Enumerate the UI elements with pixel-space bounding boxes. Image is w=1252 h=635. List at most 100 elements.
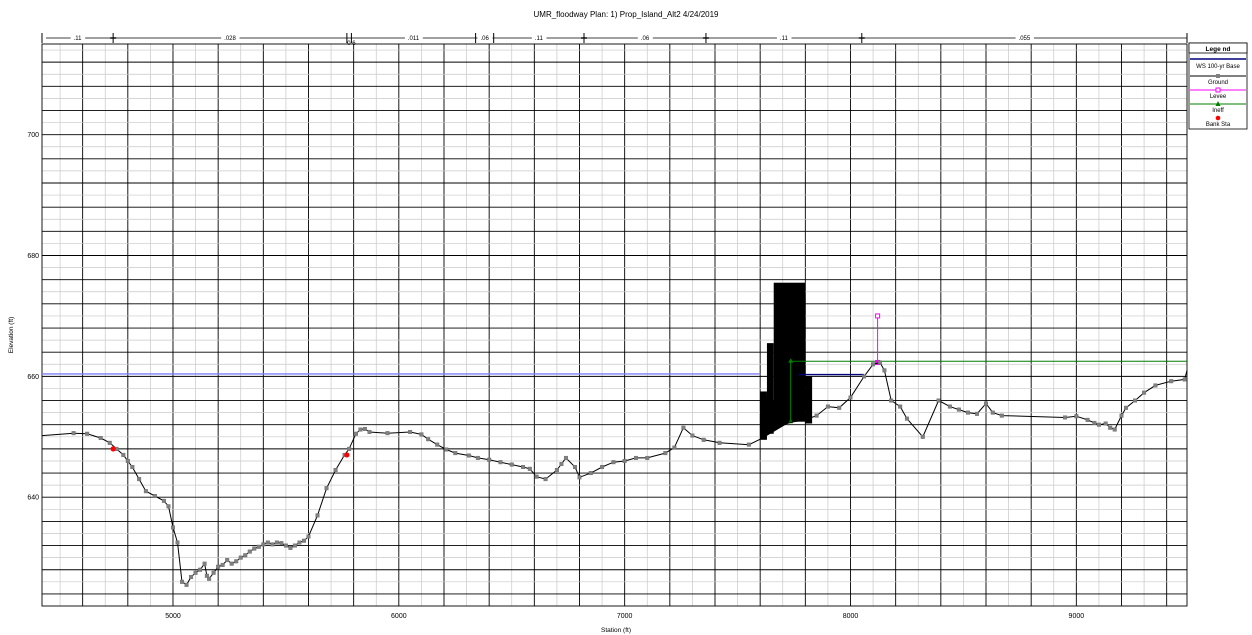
ground-point — [877, 360, 882, 365]
legend-item: Levee — [1190, 87, 1246, 100]
ground-point — [672, 445, 677, 450]
ground-point — [98, 436, 103, 441]
ground-point — [234, 559, 239, 564]
ground-point — [622, 458, 627, 463]
ground-point — [220, 562, 225, 567]
ground-point — [301, 538, 306, 543]
ground-point — [681, 425, 686, 430]
ground-point — [180, 579, 185, 584]
ground-point — [385, 431, 390, 436]
ground-point — [107, 440, 112, 445]
y-tick-label: 660 — [27, 374, 39, 381]
y-axis-title: Elevation (ft) — [8, 317, 15, 354]
ground-point — [527, 466, 532, 471]
ground-point — [444, 447, 449, 452]
ground-point — [543, 477, 548, 482]
ground-point — [426, 437, 431, 442]
blocked-obstruction — [773, 282, 806, 422]
bank-station-marker — [344, 452, 350, 458]
ground-point — [1124, 405, 1129, 410]
axis-layer: 5000 6000 7000 8000 9000 640 660 680 700 — [27, 132, 1084, 620]
ground-point — [333, 468, 338, 473]
ground-point — [292, 543, 297, 548]
ground-point — [965, 410, 970, 415]
grid-layer — [41, 43, 1188, 607]
ground-point — [563, 455, 568, 460]
mannings-label: .11 — [74, 36, 83, 42]
legend-marker — [1215, 115, 1221, 121]
legend-item: Bank Sta — [1206, 115, 1231, 128]
ground-point — [166, 504, 171, 509]
legend-item: WS 100-yr Base — [1190, 58, 1246, 70]
ground-point — [204, 573, 209, 578]
mannings-label-bg — [776, 34, 792, 42]
ground-point — [130, 465, 135, 470]
ground-point — [279, 541, 284, 546]
ground-point — [1085, 417, 1090, 422]
ground-point — [837, 405, 842, 410]
ground-point — [288, 545, 293, 550]
ground-point — [588, 471, 593, 476]
ground-point — [1092, 420, 1097, 425]
ground-point — [362, 426, 367, 431]
ground-point — [238, 555, 243, 560]
ground-point — [487, 457, 492, 462]
ground-point — [990, 410, 995, 415]
mannings-label: .11 — [535, 36, 544, 42]
ground-point — [315, 513, 320, 518]
ground-point — [1063, 415, 1068, 420]
ground-point — [577, 475, 582, 480]
ground-point — [572, 465, 577, 470]
legend-marker — [1215, 87, 1221, 93]
ground-point — [408, 429, 413, 434]
bank-station-marker — [110, 446, 116, 452]
ground-point — [956, 407, 961, 412]
mannings-label-bg — [1015, 34, 1034, 42]
ground-point — [701, 437, 706, 442]
legend-box: Lege nd WS 100-yr Base Ground Levee Ineff Ba… — [1188, 42, 1248, 130]
ground-point — [283, 543, 288, 548]
ground-point — [324, 486, 329, 491]
ground-point — [137, 477, 142, 482]
ground-point — [252, 546, 257, 551]
ground-point — [353, 431, 358, 436]
ground-point — [1103, 421, 1108, 426]
ground-point — [71, 431, 76, 436]
x-tick-label: 7000 — [617, 613, 633, 620]
plot-layer — [41, 282, 1188, 587]
ground-point — [211, 570, 216, 575]
ground-point — [559, 461, 564, 466]
chart-title: UMR_floodway Plan: 1) Prop_Island_Alt2 4… — [534, 10, 720, 19]
ground-point — [848, 395, 853, 400]
ground-point — [435, 442, 440, 447]
ground-point — [216, 564, 221, 569]
ground-point — [509, 462, 514, 467]
plot-frame — [41, 43, 1188, 607]
mannings-label: .06 — [480, 36, 489, 42]
ground-point — [1096, 422, 1101, 427]
ground-point — [1142, 390, 1147, 395]
ground-point — [645, 455, 650, 460]
ground-point — [746, 442, 751, 447]
legend-marker — [1216, 74, 1220, 78]
legend-label: Ineff — [1212, 108, 1224, 114]
ground-point — [85, 431, 90, 436]
mannings-label-bg — [477, 34, 493, 42]
ground-point — [453, 451, 458, 456]
mannings-label-bg — [404, 34, 423, 42]
ground-point — [306, 534, 311, 539]
ground-point — [904, 416, 909, 421]
ground-point — [297, 540, 302, 545]
y-tick-label: 680 — [27, 253, 39, 260]
ground-point — [193, 570, 198, 575]
ground-point — [261, 542, 266, 547]
ground-point — [125, 458, 130, 463]
ground-point — [936, 398, 941, 403]
ground-point — [198, 567, 203, 572]
mannings-label: .055 — [1019, 36, 1031, 42]
ground-point — [1119, 413, 1124, 418]
mannings-label: .011 — [408, 36, 420, 42]
ground-point — [862, 374, 867, 379]
mannings-label-bg — [221, 34, 240, 42]
ground-point — [717, 440, 722, 445]
